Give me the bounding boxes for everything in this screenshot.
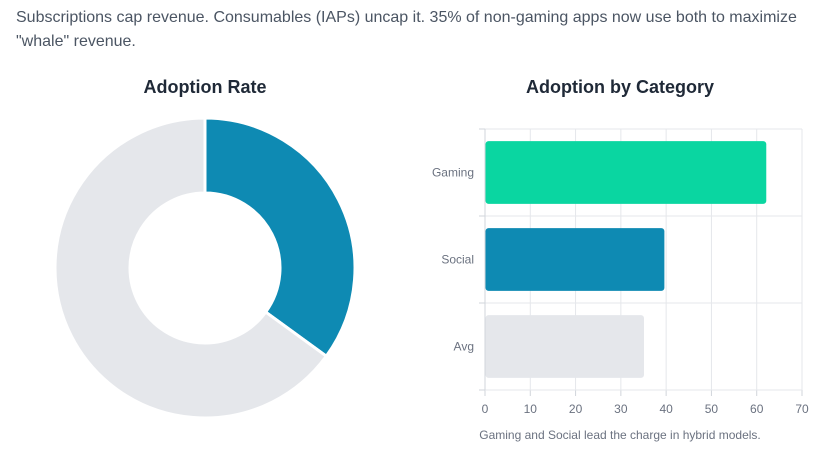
- x-tick-label: 0: [482, 402, 489, 416]
- x-tick-label: 50: [705, 402, 719, 416]
- bar-chart-caption: Gaming and Social lead the charge in hyb…: [479, 428, 761, 442]
- category-label-gaming: Gaming: [432, 166, 474, 180]
- x-tick-label: 40: [659, 402, 673, 416]
- x-tick-label: 10: [524, 402, 538, 416]
- category-label-social: Social: [441, 253, 474, 267]
- x-tick-label: 30: [614, 402, 628, 416]
- x-tick-label: 70: [795, 402, 809, 416]
- donut-chart-title: Adoption Rate: [143, 77, 267, 97]
- x-tick-label: 20: [569, 402, 583, 416]
- donut-slice-hybrid[interactable]: [203, 116, 357, 358]
- x-tick-label: 60: [750, 402, 764, 416]
- donut-slice-other[interactable]: [53, 116, 328, 420]
- bar-chart-title: Adoption by Category: [526, 77, 714, 97]
- intro-text: Subscriptions cap revenue. Consumables (…: [16, 9, 797, 50]
- bar-social[interactable]: [485, 228, 665, 291]
- category-label-avg: Avg: [454, 340, 474, 354]
- bar-avg[interactable]: [485, 315, 645, 378]
- bar-gaming[interactable]: [485, 141, 767, 204]
